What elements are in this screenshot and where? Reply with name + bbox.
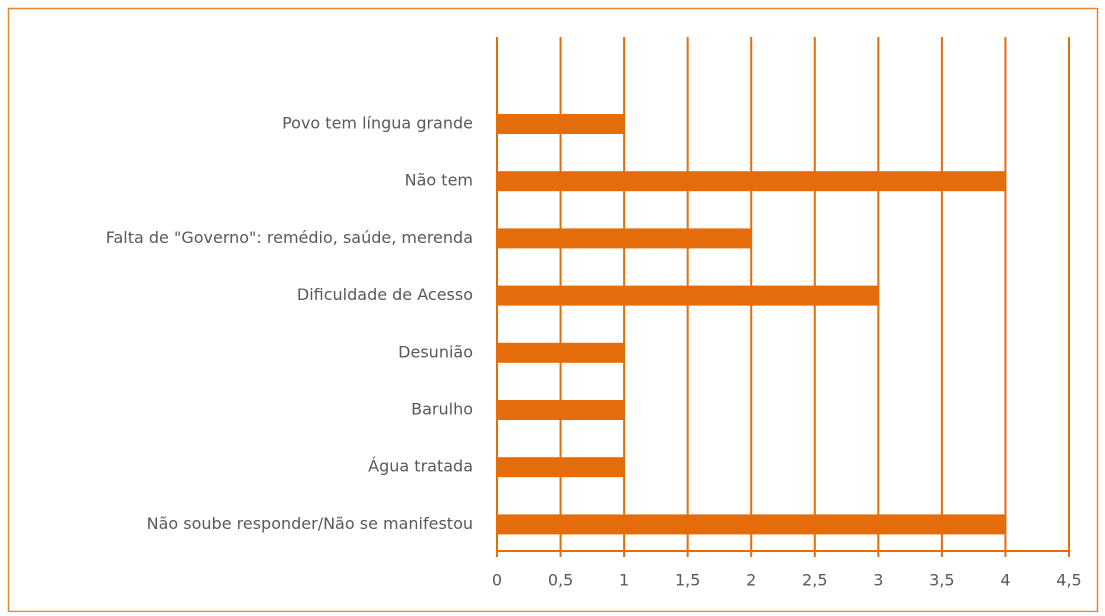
x-tick-label: 4,5 <box>1056 571 1081 590</box>
x-tick-label: 1,5 <box>675 571 700 590</box>
y-tick-label: Povo tem língua grande <box>282 114 473 133</box>
x-tick-label: 0,5 <box>548 571 573 590</box>
bar <box>497 114 625 134</box>
y-tick-label: Falta de "Governo": remédio, saúde, mere… <box>106 228 473 247</box>
y-tick-label: Não tem <box>405 171 473 190</box>
bar <box>497 457 625 478</box>
y-tick-label: Água tratada <box>368 457 473 476</box>
bar <box>497 171 1006 192</box>
y-tick-label: Barulho <box>411 400 473 419</box>
bar <box>497 514 1006 535</box>
x-tick-label: 4 <box>1000 571 1010 590</box>
bar <box>497 285 879 306</box>
bar <box>497 228 752 249</box>
x-tick-label: 1 <box>619 571 629 590</box>
x-tick-label: 2 <box>746 571 756 590</box>
bar <box>497 400 625 420</box>
x-tick-label: 2,5 <box>802 571 827 590</box>
x-tick-label: 3 <box>873 571 883 590</box>
y-tick-label: Dificuldade de Acesso <box>297 285 473 304</box>
y-tick-label: Não soube responder/Não se manifestou <box>147 514 473 533</box>
y-tick-label: Desunião <box>398 342 473 361</box>
x-tick-label: 3,5 <box>929 571 954 590</box>
bar <box>497 342 625 363</box>
x-tick-label: 0 <box>492 571 502 590</box>
